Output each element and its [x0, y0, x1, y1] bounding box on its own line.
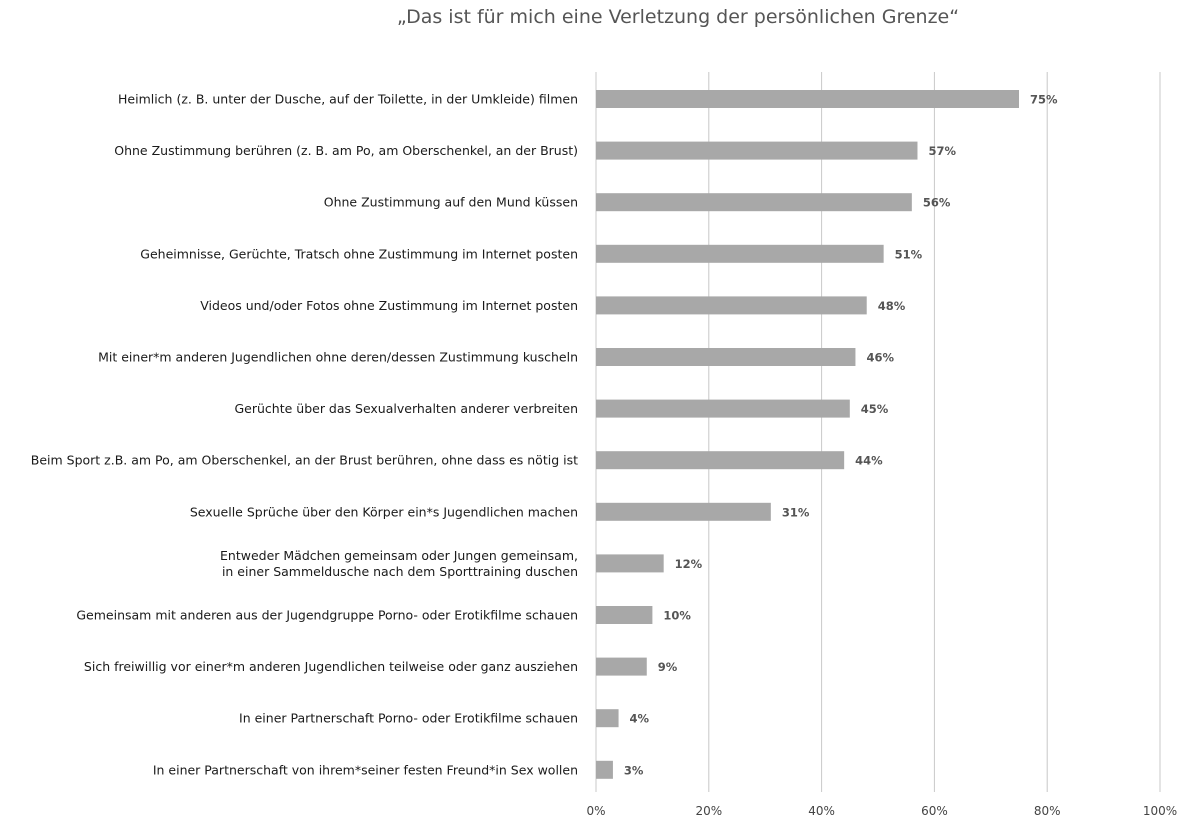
category-label-line: in einer Sammeldusche nach dem Sporttrai… — [222, 564, 578, 579]
data-label: 44% — [855, 454, 883, 468]
category-label-line: Sich freiwillig vor einer*m anderen Juge… — [84, 659, 578, 674]
data-label: 9% — [658, 660, 678, 674]
category-label-line: In einer Partnerschaft Porno- oder Eroti… — [239, 711, 578, 726]
category-label: Sich freiwillig vor einer*m anderen Juge… — [84, 659, 578, 674]
bar — [596, 399, 850, 418]
x-tick-label: 100% — [1143, 804, 1177, 818]
category-label: Beim Sport z.B. am Po, am Oberschenkel, … — [31, 453, 578, 468]
category-label-line: Beim Sport z.B. am Po, am Oberschenkel, … — [31, 453, 578, 468]
chart-title: „Das ist für mich eine Verletzung der pe… — [396, 6, 960, 28]
category-label-line: Ohne Zustimmung berühren (z. B. am Po, a… — [114, 143, 578, 158]
category-label-line: Mit einer*m anderen Jugendlichen ohne de… — [98, 350, 578, 365]
data-label: 10% — [663, 609, 691, 623]
category-label-line: In einer Partnerschaft von ihrem*seiner … — [153, 762, 578, 777]
data-label: 31% — [782, 505, 810, 519]
category-label: Entweder Mädchen gemeinsam oder Jungen g… — [220, 548, 578, 579]
data-label: 45% — [861, 402, 889, 416]
data-label: 75% — [1030, 93, 1058, 107]
bar — [596, 657, 647, 676]
category-label: Gemeinsam mit anderen aus der Jugendgrup… — [76, 608, 578, 623]
bar — [596, 554, 664, 573]
data-label: 4% — [630, 712, 650, 726]
category-label: Videos und/oder Fotos ohne Zustimmung im… — [200, 298, 578, 313]
bar — [596, 296, 867, 315]
category-label: Ohne Zustimmung berühren (z. B. am Po, a… — [114, 143, 578, 158]
category-label-line: Heimlich (z. B. unter der Dusche, auf de… — [118, 92, 578, 107]
bar — [596, 606, 653, 624]
x-tick-label: 40% — [808, 804, 835, 818]
category-label-line: Gemeinsam mit anderen aus der Jugendgrup… — [76, 608, 578, 623]
x-tick-label: 60% — [921, 804, 948, 818]
x-tick-label: 20% — [695, 804, 722, 818]
category-label-line: Gerüchte über das Sexualverhalten andere… — [234, 401, 578, 416]
bar — [596, 244, 884, 263]
data-label: 57% — [928, 144, 956, 158]
bar — [596, 502, 771, 521]
category-label: Geheimnisse, Gerüchte, Tratsch ohne Zust… — [140, 246, 578, 261]
bar-layer — [596, 90, 1019, 779]
category-label-line: Ohne Zustimmung auf den Mund küssen — [324, 195, 578, 210]
bar — [596, 193, 912, 212]
category-label: In einer Partnerschaft von ihrem*seiner … — [153, 762, 578, 777]
category-label: In einer Partnerschaft Porno- oder Eroti… — [239, 711, 578, 726]
bar — [596, 348, 856, 366]
data-label: 12% — [675, 557, 703, 571]
x-tick-label: 80% — [1034, 804, 1061, 818]
bar — [596, 141, 918, 160]
data-label: 3% — [624, 763, 644, 777]
bar — [596, 90, 1019, 108]
category-label-line: Videos und/oder Fotos ohne Zustimmung im… — [200, 298, 578, 313]
bar — [596, 760, 613, 779]
data-label: 46% — [866, 351, 894, 365]
category-label-line: Geheimnisse, Gerüchte, Tratsch ohne Zust… — [140, 246, 578, 261]
category-label: Heimlich (z. B. unter der Dusche, auf de… — [118, 92, 578, 107]
category-label: Ohne Zustimmung auf den Mund küssen — [324, 195, 578, 210]
bar — [596, 709, 619, 728]
category-label: Sexuelle Sprüche über den Körper ein*s J… — [190, 504, 578, 519]
data-label: 51% — [895, 247, 923, 261]
data-label: 56% — [923, 196, 951, 210]
grid-layer — [595, 72, 1161, 792]
bar — [596, 451, 845, 470]
x-tick-label: 0% — [586, 804, 605, 818]
label-layer: 0% 20% 40% 60% 80% 100% 75% Heimlich (z. B. unt… — [31, 92, 1177, 819]
category-label-line: Entweder Mädchen gemeinsam oder Jungen g… — [220, 548, 578, 563]
category-label: Mit einer*m anderen Jugendlichen ohne de… — [98, 350, 578, 365]
category-label: Gerüchte über das Sexualverhalten andere… — [234, 401, 578, 416]
category-label-line: Sexuelle Sprüche über den Körper ein*s J… — [190, 504, 578, 519]
data-label: 48% — [878, 299, 906, 313]
